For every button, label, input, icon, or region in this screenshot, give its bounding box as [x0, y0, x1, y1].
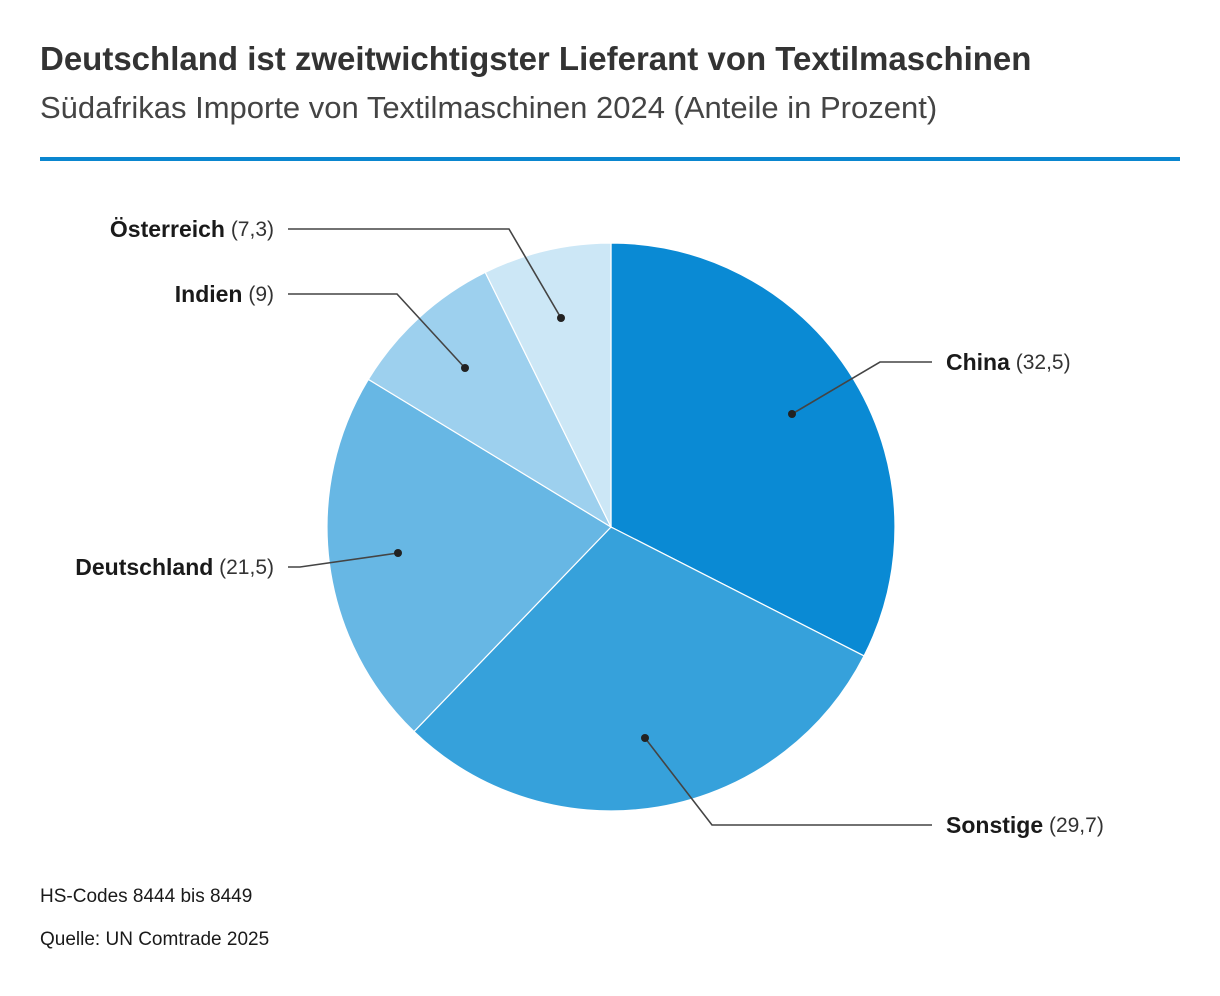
pie-slice-österreich: [484, 242, 612, 528]
leader-dot: [394, 549, 402, 557]
slice-label: Deutschland (21,5): [75, 554, 274, 580]
leader-line: [288, 293, 466, 369]
leader-line: [288, 228, 562, 319]
hs-codes-note: HS-Codes 8444 bis 8449: [40, 886, 253, 907]
title-divider: [40, 157, 1180, 161]
pie-slice-sonstige: [413, 526, 865, 812]
leader-line: [288, 552, 399, 568]
leader-dot: [641, 734, 649, 742]
slice-label: Österreich (7,3): [110, 216, 274, 242]
leader-dot: [461, 364, 469, 372]
source-note: Quelle: UN Comtrade 2025: [40, 929, 270, 950]
slice-labels: China (32,5) Sonstige (29,7) Deutschland (…: [75, 216, 1104, 838]
leader-line: [644, 737, 932, 826]
chart-title: Deutschland ist zweitwichtigster Liefera…: [40, 40, 1032, 77]
pie-slices: [326, 242, 896, 812]
chart-subtitle: Südafrikas Importe von Textilmaschinen 2…: [40, 90, 938, 125]
leader-dot: [788, 410, 796, 418]
leader-dot: [557, 314, 565, 322]
slice-label: China (32,5): [946, 349, 1071, 375]
leader-line: [791, 361, 932, 415]
leader-lines: [288, 228, 932, 826]
slice-label: Indien (9): [175, 281, 274, 307]
slice-label: Sonstige (29,7): [946, 812, 1104, 838]
